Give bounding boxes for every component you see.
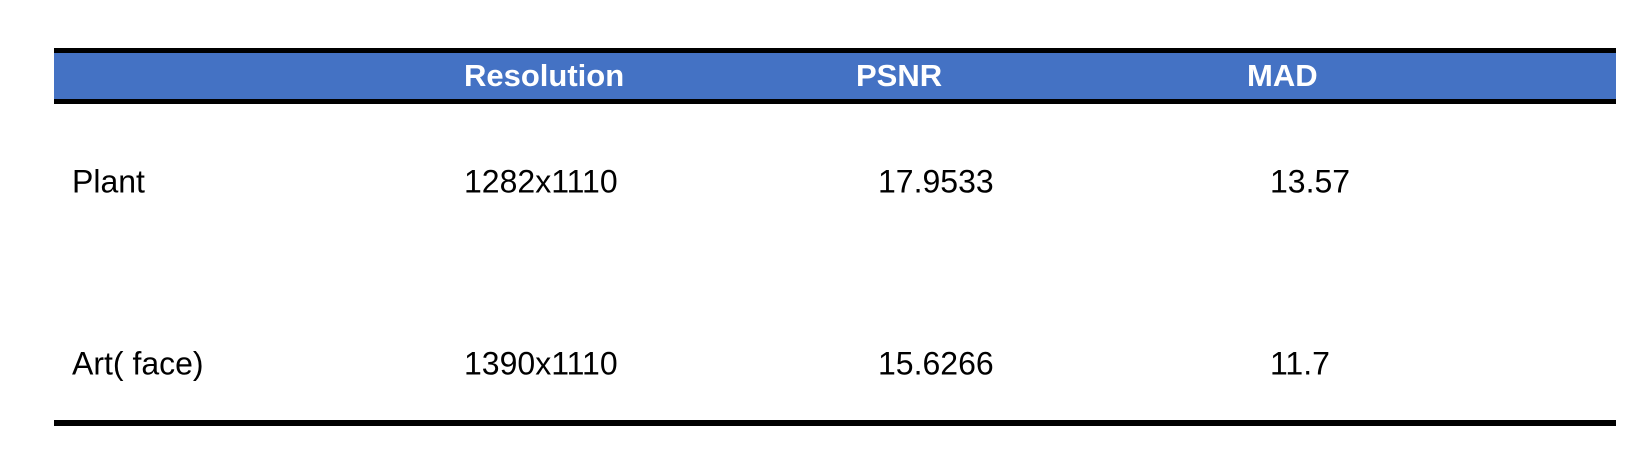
cell-image-name: Plant xyxy=(72,163,145,200)
table-header-row: Resolution PSNR MAD xyxy=(54,53,1616,99)
cell-mad: 13.57 xyxy=(1270,163,1351,200)
cell-psnr: 17.9533 xyxy=(878,163,994,200)
cell-resolution: 1390x1110 xyxy=(464,345,618,382)
cell-resolution: 1282x1110 xyxy=(464,163,618,200)
results-table: Resolution PSNR MAD Plant 1282x1110 17.9… xyxy=(54,48,1616,426)
header-cell-psnr: PSNR xyxy=(856,58,943,93)
cell-image-name: Art( face) xyxy=(72,345,204,382)
header-cell-mad: MAD xyxy=(1247,58,1318,93)
cell-mad: 11.7 xyxy=(1270,345,1330,382)
table-body: Plant 1282x1110 17.9533 13.57 Art( face)… xyxy=(54,104,1616,420)
table-header-rule xyxy=(54,99,1616,104)
cell-psnr: 15.6266 xyxy=(878,345,994,382)
header-cell-resolution: Resolution xyxy=(464,58,625,93)
table-top-rule xyxy=(54,48,1616,53)
table-row: Art( face) 1390x1110 15.6266 11.7 xyxy=(54,334,1616,394)
table-row: Plant 1282x1110 17.9533 13.57 xyxy=(54,152,1616,212)
table-bottom-rule xyxy=(54,420,1616,426)
